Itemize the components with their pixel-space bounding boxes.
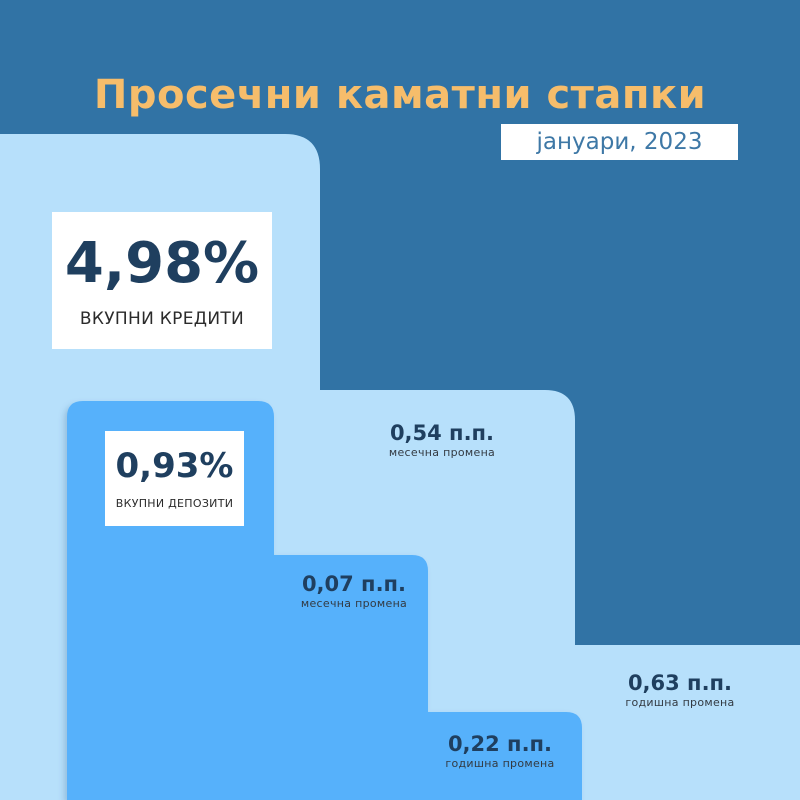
deposits-monthly-change: 0,07 п.п. месечна промена — [259, 571, 449, 611]
deposits-monthly-change-value: 0,07 п.п. — [301, 572, 407, 596]
total-deposits-label: ВКУПНИ ДЕПОЗИТИ — [115, 497, 234, 510]
loans-monthly-change: 0,54 п.п. месечна промена — [347, 420, 537, 460]
total-loans-card: 4,98% ВКУПНИ КРЕДИТИ — [52, 212, 272, 349]
loans-annual-change-value: 0,63 п.п. — [627, 671, 733, 695]
total-deposits-card: 0,93% ВКУПНИ ДЕПОЗИТИ — [105, 431, 244, 526]
total-loans-label: ВКУПНИ КРЕДИТИ — [79, 308, 245, 329]
loans-annual-change-label: годишна промена — [625, 696, 735, 709]
deposits-annual-change-value: 0,22 п.п. — [447, 732, 553, 756]
page-title: Просечни каматни стапки — [93, 72, 707, 118]
loans-monthly-change-value: 0,54 п.п. — [389, 421, 495, 445]
deposits-annual-change-label: годишна промена — [445, 757, 555, 770]
date-label: јануари, 2023 — [501, 124, 738, 160]
loans-monthly-change-label: месечна промена — [388, 446, 496, 459]
deposits-annual-change: 0,22 п.п. годишна промена — [405, 731, 595, 771]
total-deposits-value: 0,93% — [115, 446, 234, 486]
date-text: јануари, 2023 — [536, 129, 703, 155]
loans-annual-change: 0,63 п.п. годишна промена — [585, 670, 775, 710]
deposits-monthly-change-label: месечна промена — [300, 597, 408, 610]
total-loans-value: 4,98% — [64, 230, 260, 296]
